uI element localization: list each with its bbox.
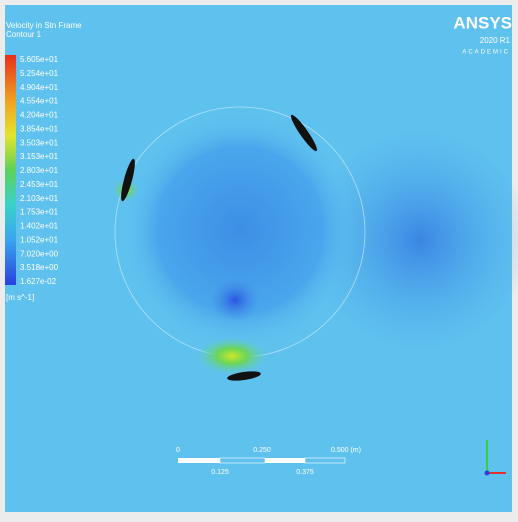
legend-label: 3.518e+00 (20, 263, 59, 272)
legend-label: 1.402e+01 (20, 222, 59, 231)
logo-edition: ACADEMIC (462, 50, 510, 56)
legend-label: 2.453e+01 (20, 180, 59, 189)
logo-version: 2020 R1 (480, 36, 511, 45)
title: Velocity in Stn Frame (6, 21, 82, 30)
scale-label: 0.500 (m) (331, 447, 361, 454)
scale-label: 0.125 (211, 469, 229, 476)
legend-label: 3.854e+01 (20, 124, 59, 133)
legend-label: 1.052e+01 (20, 235, 59, 244)
legend-label: 1.753e+01 (20, 208, 59, 217)
color-bar (5, 55, 16, 285)
legend-label: 2.103e+01 (20, 194, 59, 203)
scale-segment (178, 458, 220, 463)
scale-label: 0 (176, 447, 180, 454)
legend-label: 5.254e+01 (20, 69, 59, 78)
low-velocity (210, 278, 260, 322)
legend: 5.605e+01 5.254e+01 4.904e+01 4.554e+01 4.20… (20, 55, 59, 286)
contour-view: Velocity in Stn Frame Contour 1 5.605e+0… (0, 0, 518, 522)
legend-label: 2.803e+01 (20, 166, 59, 175)
high-velocity (194, 336, 270, 376)
legend-label: 3.503e+01 (20, 138, 59, 147)
subtitle: Contour 1 (6, 30, 42, 39)
legend-label: 4.554e+01 (20, 97, 59, 106)
logo-brand: ANSYS (453, 13, 512, 32)
legend-label: 4.204e+01 (20, 111, 59, 120)
legend-label: 4.904e+01 (20, 83, 59, 92)
scale-label: 0.250 (253, 447, 271, 454)
legend-label: 1.627e-02 (20, 277, 57, 286)
scale-label: 0.375 (296, 469, 314, 476)
legend-label: 5.605e+01 (20, 55, 59, 64)
legend-label: 7.020e+00 (20, 249, 59, 258)
legend-label: 3.153e+01 (20, 152, 59, 161)
scale-segment (265, 458, 305, 463)
legend-unit: [m s^-1] (6, 293, 34, 302)
